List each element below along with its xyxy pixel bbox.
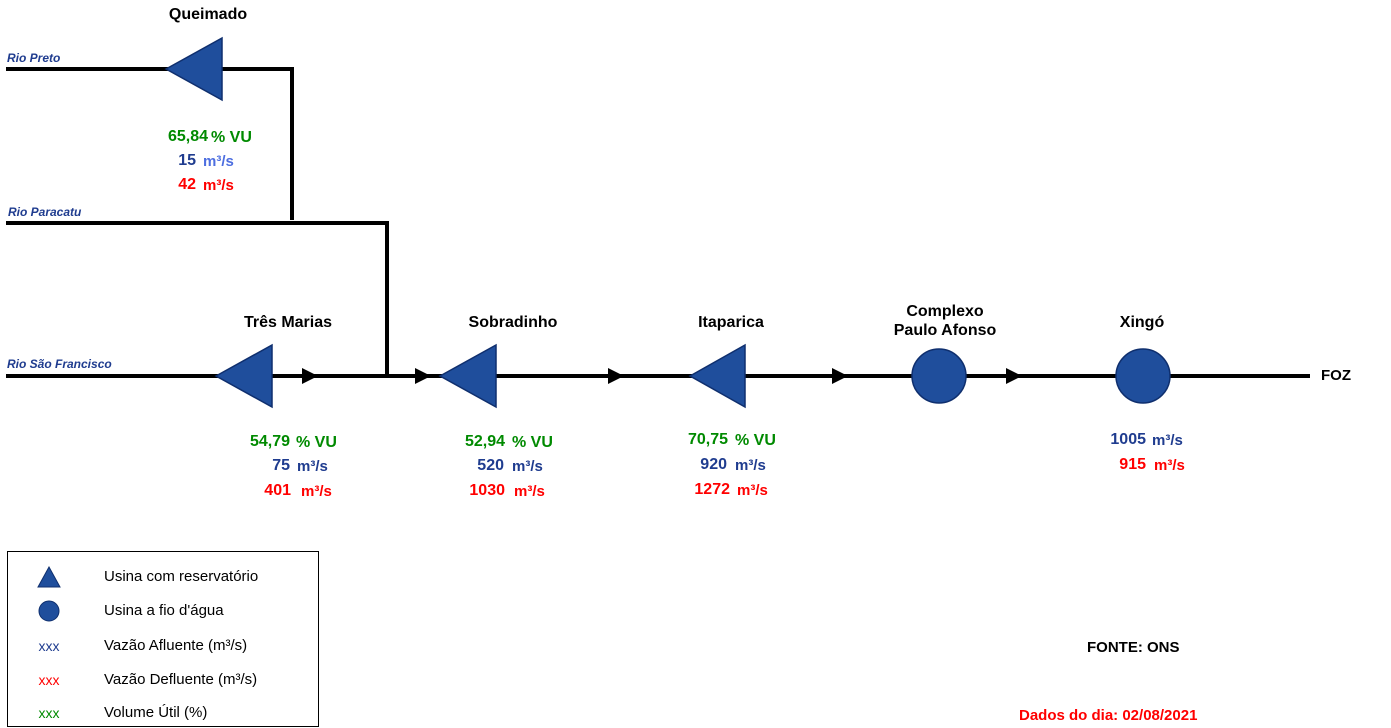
legend-item-afluente: xxx Vazão Afluente (m³/s) (8, 631, 318, 661)
tres-marias-defluente-unit: m³/s (301, 483, 332, 500)
xingo-plant-icon (1115, 348, 1171, 404)
rio-paracatu-line (6, 221, 389, 376)
paulo-afonso-plant-icon (911, 348, 967, 404)
sobradinho-afluente-value: 520 (477, 457, 504, 474)
legend-triangle-icon (8, 562, 90, 592)
sobradinho-defluente-unit: m³/s (514, 483, 545, 500)
plant-name-xingo: Xingó (1119, 314, 1165, 331)
xingo-afluente-value: 1005 (1110, 431, 1146, 448)
itaparica-plant-icon (688, 343, 746, 409)
legend-symbol-volume: xxx (38, 705, 60, 721)
queimado-volume-unit: % VU (211, 129, 252, 146)
tres-marias-plant-icon (214, 343, 273, 409)
itaparica-volume-unit: % VU (735, 432, 776, 449)
plant-name-paulo-afonso: Complexo Paulo Afonso (894, 302, 997, 340)
xingo-defluente-unit: m³/s (1154, 457, 1185, 474)
queimado-defluente-unit: m³/s (203, 177, 234, 194)
plant-name-sobradinho: Sobradinho (468, 314, 558, 331)
legend-item-volume: xxx Volume Útil (%) (8, 698, 318, 728)
plant-name-paulo-afonso-line1: Complexo (906, 303, 984, 320)
legend: Usina com reservatório Usina a fio d'águ… (7, 551, 319, 727)
circle-icon (38, 600, 60, 622)
tres-marias-afluente-unit: m³/s (297, 458, 328, 475)
sobradinho-defluente-value: 1030 (469, 482, 505, 499)
itaparica-afluente-value: 920 (700, 456, 727, 473)
tres-marias-afluente-value: 75 (272, 457, 290, 474)
tres-marias-volume-unit: % VU (296, 434, 337, 451)
legend-label-run-of-river: Usina a fio d'água (104, 602, 224, 619)
plant-name-queimado: Queimado (168, 6, 248, 23)
legend-circle-icon (8, 596, 90, 626)
rio-preto-line (6, 67, 294, 220)
queimado-afluente-unit: m³/s (203, 153, 234, 170)
itaparica-afluente-unit: m³/s (735, 457, 766, 474)
flow-arrow (1006, 368, 1022, 384)
legend-symbol-afluente: xxx (38, 638, 60, 654)
sobradinho-plant-icon (438, 343, 497, 409)
sobradinho-afluente-unit: m³/s (512, 458, 543, 475)
itaparica-volume-value: 70,75 (687, 431, 728, 448)
legend-item-defluente: xxx Vazão Defluente (m³/s) (8, 665, 318, 695)
sobradinho-volume-value: 52,94 (464, 433, 505, 450)
queimado-volume-value: 65,84 (167, 128, 208, 145)
river-label-sao-francisco: Rio São Francisco (7, 357, 112, 371)
date-line: Dados do dia: 02/08/2021 (1019, 707, 1197, 724)
river-label-paracatu: Rio Paracatu (8, 205, 82, 219)
flow-arrow (832, 368, 848, 384)
legend-item-reservoir: Usina com reservatório (8, 562, 318, 592)
river-label-preto: Rio Preto (7, 51, 61, 65)
queimado-defluente-value: 42 (178, 176, 196, 193)
itaparica-defluente-unit: m³/s (737, 482, 768, 499)
queimado-plant-icon (164, 36, 223, 102)
flow-arrow (608, 368, 624, 384)
flow-arrow (302, 368, 318, 384)
itaparica-defluente-value: 1272 (694, 481, 730, 498)
mouth-label: FOZ (1321, 367, 1351, 384)
legend-label-defluente: Vazão Defluente (m³/s) (104, 671, 258, 688)
triangle-icon (37, 566, 61, 588)
legend-item-run-of-river: Usina a fio d'água (8, 596, 318, 626)
source-label: FONTE: ONS (1087, 639, 1180, 656)
date-label: Dados do dia: (1019, 707, 1119, 724)
tres-marias-defluente-value: 401 (264, 482, 291, 499)
xingo-defluente-value: 915 (1119, 456, 1146, 473)
plant-name-tres-marias: Três Marias (243, 314, 333, 331)
sobradinho-volume-unit: % VU (512, 434, 553, 451)
queimado-afluente-value: 15 (178, 152, 196, 169)
legend-label-reservoir: Usina com reservatório (104, 568, 259, 585)
flow-arrow (415, 368, 431, 384)
plant-name-paulo-afonso-line2: Paulo Afonso (893, 322, 997, 339)
tres-marias-volume-value: 54,79 (249, 433, 290, 450)
legend-symbol-defluente: xxx (38, 672, 60, 688)
xingo-afluente-unit: m³/s (1152, 432, 1183, 449)
legend-label-volume: Volume Útil (%) (104, 704, 208, 721)
date-value: 02/08/2021 (1122, 707, 1198, 724)
plant-name-itaparica: Itaparica (698, 314, 764, 331)
legend-label-afluente: Vazão Afluente (m³/s) (104, 637, 248, 654)
